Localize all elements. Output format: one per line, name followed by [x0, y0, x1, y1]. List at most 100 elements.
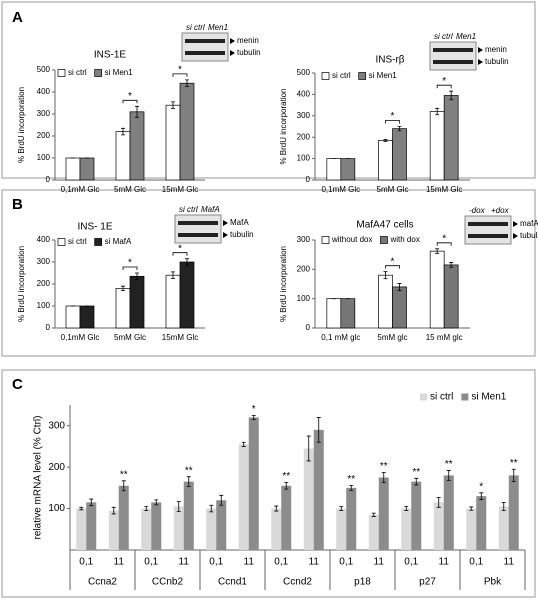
blot-arrow: [223, 220, 228, 226]
significance: *: [479, 481, 483, 492]
group-label: Ccna2: [88, 577, 117, 588]
x-tick-label: 5mM Glc: [114, 185, 146, 194]
panel-label: C: [12, 376, 23, 393]
x-tick-label: 15mM Glc: [162, 185, 198, 194]
bar: [108, 510, 119, 550]
bar: [141, 508, 152, 550]
error-bar: [154, 499, 159, 506]
panel-frame: [1, 189, 536, 357]
x-tick-label: 0,1: [339, 557, 353, 568]
bar: [165, 274, 181, 329]
y-axis-label: % BrdU incorporation: [17, 246, 26, 322]
legend-label: with dox: [389, 235, 419, 244]
group-label: p27: [419, 577, 436, 588]
chart: INS-rβ % BrdU incorporation 0 100 200 300 400 5…: [279, 32, 508, 194]
significance: *: [128, 91, 132, 102]
legend-swatch: [321, 72, 330, 80]
bar: [238, 444, 249, 550]
significance: **: [445, 459, 453, 470]
blot-label: menin: [485, 45, 507, 54]
x-tick-label: 11: [114, 557, 125, 568]
y-tick-label: 400: [37, 235, 51, 244]
y-tick-label: 200: [37, 131, 51, 140]
blot-band: [178, 233, 218, 237]
chart: MafA47 cells % BrdU incorporation 0 100 200 3…: [279, 206, 538, 342]
bar: [476, 496, 487, 550]
error-bar: [479, 492, 484, 500]
bar: [179, 261, 195, 329]
blot-header: Men1: [456, 32, 476, 41]
bar: [129, 275, 145, 329]
bar: [346, 487, 357, 550]
bar: [378, 140, 393, 181]
x-tick-label: 0,1: [79, 557, 93, 568]
x-tick-label: 15mM Glc: [426, 185, 462, 194]
error-bar: [121, 127, 125, 136]
blot-band: [185, 51, 225, 55]
error-bar: [436, 496, 441, 508]
bar: [443, 264, 459, 329]
y-tick-label: 100: [37, 301, 51, 310]
bar: [466, 508, 477, 550]
bar: [173, 506, 184, 550]
error-bar: [397, 126, 402, 132]
bar: [443, 475, 454, 550]
bar: [340, 298, 356, 329]
bar: [336, 508, 347, 550]
bar: [443, 95, 459, 181]
error-bar: [144, 506, 149, 512]
blot-header: si ctrl: [179, 205, 198, 214]
blot-band: [433, 60, 473, 64]
bar: [508, 475, 519, 550]
error-bar: [469, 506, 474, 511]
blot-label: menin: [237, 36, 259, 45]
x-tick-label: 5mM Glc: [377, 185, 409, 194]
legend-swatch: [358, 72, 367, 80]
bar: [433, 502, 444, 550]
bar: [392, 286, 407, 329]
error-bar: [501, 501, 506, 512]
bar: [401, 508, 412, 550]
bar: [165, 104, 181, 181]
significance-bracket: [436, 242, 452, 246]
blot-label: mafA: [520, 219, 538, 228]
significance-bracket: [436, 84, 452, 89]
x-tick-label: 0,1mM Glc: [61, 185, 100, 194]
legend-swatch: [461, 393, 469, 401]
significance: **: [347, 474, 355, 485]
significance: *: [178, 65, 182, 76]
y-tick-label: 500: [297, 68, 311, 77]
y-tick-label: 300: [37, 109, 51, 118]
bar: [429, 250, 445, 329]
bar: [271, 508, 282, 550]
error-bar: [383, 138, 388, 142]
x-tick-label: 11: [244, 557, 255, 568]
bar: [115, 288, 131, 329]
x-tick-label: 11: [504, 557, 515, 568]
legend-swatch: [57, 69, 66, 77]
significance-bracket: [385, 120, 400, 124]
bar: [498, 506, 509, 550]
significance: *: [442, 233, 446, 244]
x-tick-label: 5mM glc: [377, 333, 407, 342]
error-bar: [316, 417, 321, 443]
significance: *: [391, 256, 395, 267]
blot-arrow: [478, 47, 483, 53]
significance: *: [442, 76, 446, 87]
error-bar: [121, 285, 125, 291]
significance-bracket: [385, 265, 400, 269]
x-tick-label: 0,1: [144, 557, 158, 568]
significance: *: [252, 404, 256, 415]
y-tick-label: 100: [37, 153, 51, 162]
y-axis-label: % BrdU incorporation: [279, 246, 288, 322]
error-bar: [414, 477, 419, 486]
bar: [86, 502, 97, 550]
bar: [79, 305, 95, 329]
blot-band: [468, 234, 508, 238]
significance: **: [185, 465, 193, 476]
y-tick-label: 400: [37, 87, 51, 96]
error-bar: [219, 494, 224, 506]
bar: [179, 82, 195, 181]
y-tick-label: 300: [48, 420, 65, 431]
legend-swatch: [94, 69, 103, 77]
